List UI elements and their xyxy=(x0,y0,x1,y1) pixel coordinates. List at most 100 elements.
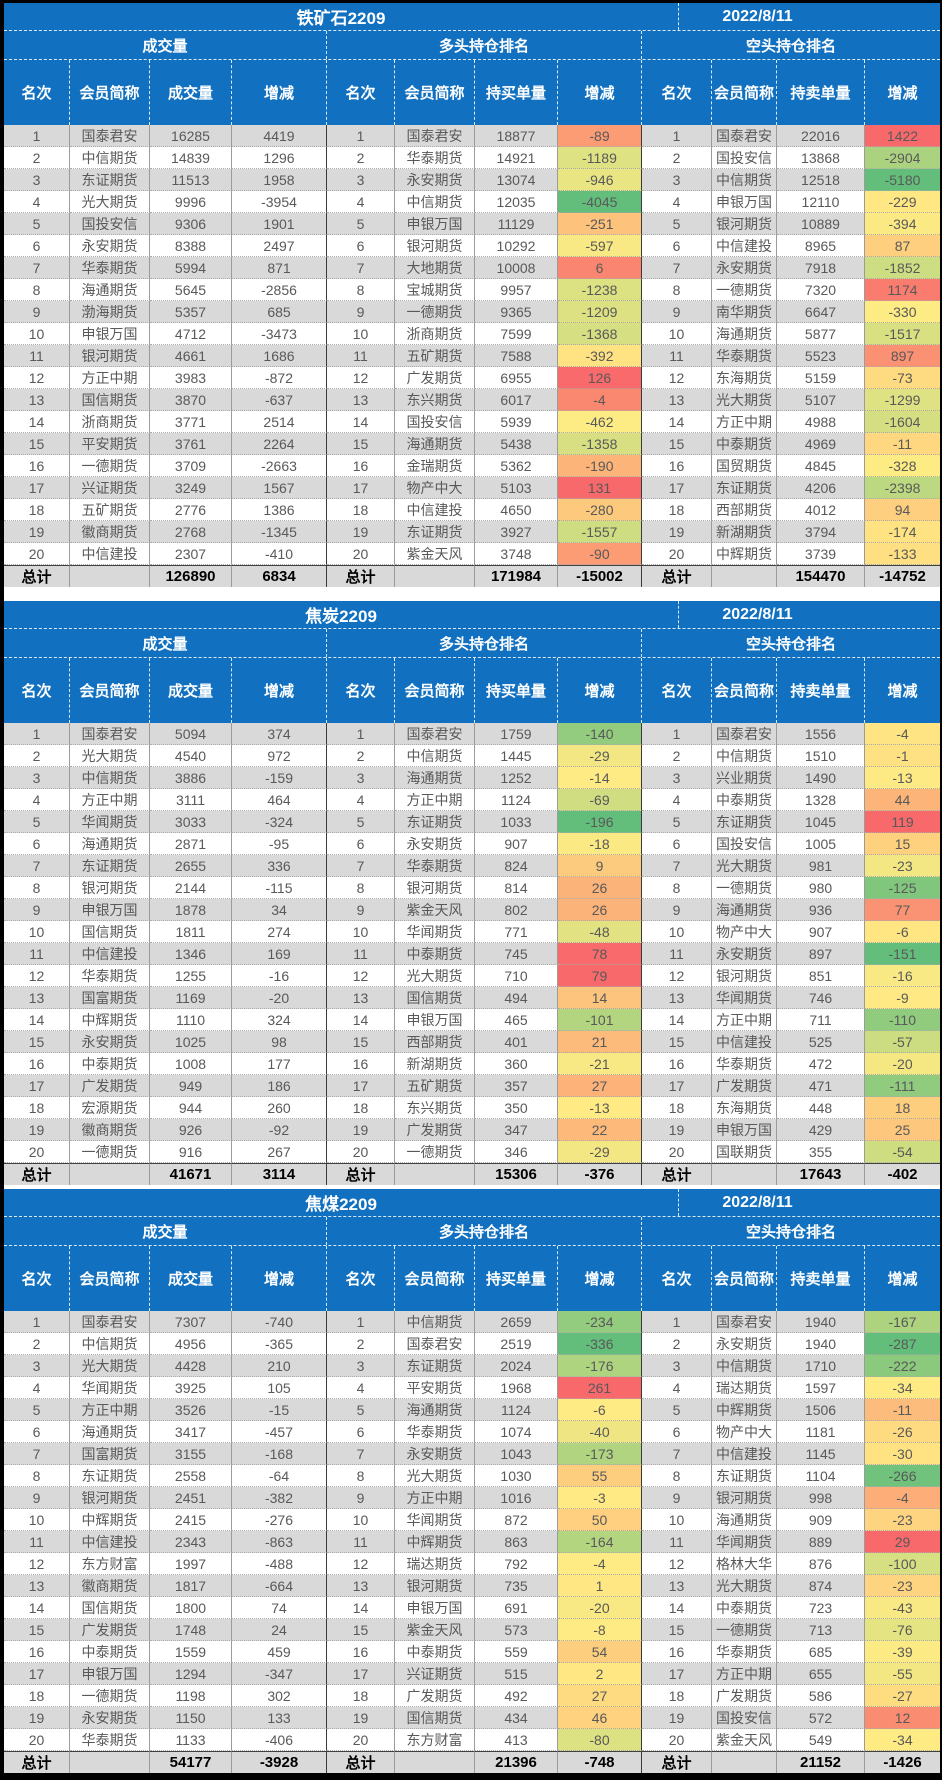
change-cell: -740 xyxy=(232,1311,327,1333)
member-cell: 一德期货 xyxy=(395,301,475,323)
rank-cell: 12 xyxy=(642,965,712,987)
column-header: 增减 xyxy=(232,1246,327,1311)
value-cell: 4650 xyxy=(475,499,558,521)
change-cell: -167 xyxy=(865,1311,940,1333)
table-date: 2022/8/11 xyxy=(678,601,940,628)
rank-cell: 3 xyxy=(642,169,712,191)
rank-cell: 9 xyxy=(642,1487,712,1509)
change-cell: 1422 xyxy=(865,125,940,147)
change-cell: 186 xyxy=(232,1075,327,1097)
rank-cell: 5 xyxy=(327,213,395,235)
change-cell: -324 xyxy=(232,811,327,833)
member-cell: 东方财富 xyxy=(70,1553,150,1575)
member-cell: 国泰君安 xyxy=(70,1311,150,1333)
rank-cell: 13 xyxy=(4,987,70,1009)
value-cell: 909 xyxy=(777,1509,865,1531)
rank-cell: 7 xyxy=(642,257,712,279)
value-cell: 889 xyxy=(777,1531,865,1553)
total-change: -748 xyxy=(558,1751,642,1773)
member-cell: 华闻期货 xyxy=(395,921,475,943)
table-date: 2022/8/11 xyxy=(678,3,940,30)
change-cell: 34 xyxy=(232,899,327,921)
rank-cell: 11 xyxy=(4,943,70,965)
member-cell: 永安期货 xyxy=(395,833,475,855)
value-cell: 745 xyxy=(475,943,558,965)
section-volume-label: 成交量 xyxy=(4,1217,327,1245)
rank-cell: 15 xyxy=(4,1031,70,1053)
rank-cell: 5 xyxy=(4,213,70,235)
change-cell: 119 xyxy=(865,811,940,833)
member-cell: 华泰期货 xyxy=(395,1421,475,1443)
change-cell: -1517 xyxy=(865,323,940,345)
member-cell: 一德期货 xyxy=(395,1141,475,1163)
rank-cell: 14 xyxy=(642,411,712,433)
rank-cell: 17 xyxy=(327,1075,395,1097)
change-cell: -164 xyxy=(558,1531,642,1553)
rank-cell: 8 xyxy=(4,1465,70,1487)
change-cell: -34 xyxy=(865,1729,940,1751)
change-cell: 26 xyxy=(558,877,642,899)
member-cell: 国贸期货 xyxy=(712,455,777,477)
value-cell: 735 xyxy=(475,1575,558,1597)
change-cell: -20 xyxy=(865,1053,940,1075)
rank-cell: 10 xyxy=(4,921,70,943)
rank-cell: 11 xyxy=(642,1531,712,1553)
value-cell: 4206 xyxy=(777,477,865,499)
change-cell: -11 xyxy=(865,1399,940,1421)
member-cell: 国投安信 xyxy=(712,833,777,855)
value-cell: 5103 xyxy=(475,477,558,499)
member-cell: 格林大华 xyxy=(712,1553,777,1575)
column-header: 增减 xyxy=(232,60,327,125)
member-cell: 南华期货 xyxy=(712,301,777,323)
rank-cell: 20 xyxy=(327,543,395,565)
rank-cell: 18 xyxy=(642,1685,712,1707)
change-cell: 77 xyxy=(865,899,940,921)
rank-cell: 7 xyxy=(4,1443,70,1465)
column-header: 名次 xyxy=(327,60,395,125)
value-cell: 4988 xyxy=(777,411,865,433)
change-cell: -40 xyxy=(558,1421,642,1443)
value-cell: 360 xyxy=(475,1053,558,1075)
value-cell: 5645 xyxy=(150,279,232,301)
change-cell: 1958 xyxy=(232,169,327,191)
rank-cell: 3 xyxy=(642,767,712,789)
rank-cell: 1 xyxy=(4,125,70,147)
value-cell: 7918 xyxy=(777,257,865,279)
change-cell: 27 xyxy=(558,1685,642,1707)
rank-cell: 12 xyxy=(642,1553,712,1575)
value-cell: 1445 xyxy=(475,745,558,767)
change-cell: 374 xyxy=(232,723,327,745)
rank-cell: 20 xyxy=(642,543,712,565)
change-cell: -1238 xyxy=(558,279,642,301)
change-cell: -9 xyxy=(865,987,940,1009)
value-cell: 1198 xyxy=(150,1685,232,1707)
value-cell: 916 xyxy=(150,1141,232,1163)
column-header: 持卖单量 xyxy=(777,1246,865,1311)
total-member-cell xyxy=(395,1751,475,1773)
change-cell: 98 xyxy=(232,1031,327,1053)
total-member-cell xyxy=(712,1751,777,1773)
value-cell: 1255 xyxy=(150,965,232,987)
member-cell: 物产中大 xyxy=(712,921,777,943)
value-cell: 12110 xyxy=(777,191,865,213)
section-volume-label: 成交量 xyxy=(4,629,327,657)
value-cell: 413 xyxy=(475,1729,558,1751)
member-cell: 新湖期货 xyxy=(712,521,777,543)
value-cell: 876 xyxy=(777,1553,865,1575)
rank-cell: 11 xyxy=(327,943,395,965)
member-cell: 国富期货 xyxy=(70,1443,150,1465)
change-cell: 79 xyxy=(558,965,642,987)
member-cell: 方正中期 xyxy=(712,411,777,433)
member-cell: 方正中期 xyxy=(395,789,475,811)
member-cell: 徽商期货 xyxy=(70,1119,150,1141)
change-cell: 6 xyxy=(558,257,642,279)
value-cell: 11129 xyxy=(475,213,558,235)
member-cell: 国投安信 xyxy=(712,147,777,169)
value-cell: 1133 xyxy=(150,1729,232,1751)
value-cell: 5159 xyxy=(777,367,865,389)
change-cell: 302 xyxy=(232,1685,327,1707)
column-header: 会员简称 xyxy=(395,658,475,723)
column-header: 持卖单量 xyxy=(777,658,865,723)
member-cell: 银河期货 xyxy=(395,1575,475,1597)
member-cell: 中信建投 xyxy=(70,543,150,565)
